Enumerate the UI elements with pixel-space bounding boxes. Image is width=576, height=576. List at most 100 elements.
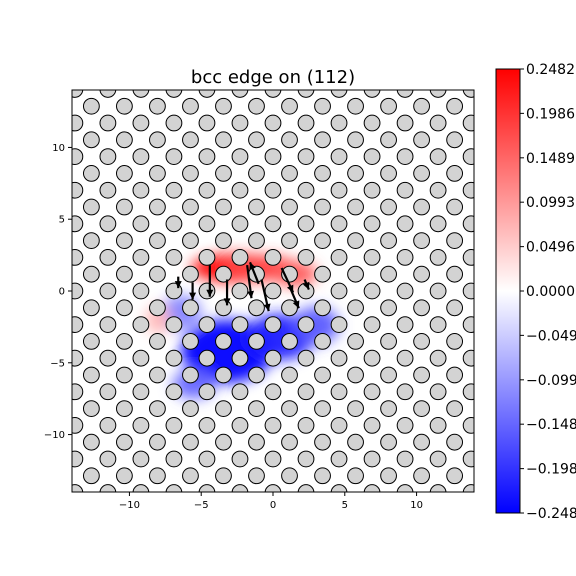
atom-173: [347, 366, 364, 384]
atom-45: [99, 316, 117, 333]
atom-164: [198, 215, 216, 233]
atom-154: [413, 467, 430, 485]
atom-273: [363, 215, 381, 233]
atom-310: [380, 131, 397, 149]
atom-166: [231, 249, 249, 266]
atom-226: [480, 434, 496, 450]
atom-187: [198, 181, 216, 199]
atom-161: [149, 165, 166, 182]
atom-4: [82, 467, 100, 485]
atom-28: [182, 467, 199, 485]
atom-90: [50, 166, 66, 182]
colorbar-ticks: 0.2482 0.1986 0.1489 0.0993 0.0496 0.0000 −0.0…: [520, 62, 576, 522]
atom-316: [480, 233, 496, 249]
displacement-arrow-1: [223, 279, 231, 306]
atom-255: [330, 215, 348, 233]
atom-111: [72, 148, 84, 166]
atom-254: [314, 198, 331, 216]
atom-100: [215, 332, 232, 350]
atom-19: [165, 484, 183, 492]
atom-216: [314, 265, 331, 283]
atom-291: [429, 249, 447, 266]
atom-308: [347, 97, 364, 115]
atom-229: [198, 114, 216, 132]
atom-181: [99, 90, 117, 98]
atom-271: [330, 181, 348, 199]
atom-239: [363, 282, 381, 300]
atom-304: [446, 232, 464, 250]
atom-56: [50, 233, 66, 249]
atom-118: [182, 265, 199, 283]
atom-218: [347, 299, 364, 317]
atom-246: [480, 401, 496, 417]
atom-230: [215, 131, 232, 149]
colorbar-tick-label-6: −0.049: [526, 328, 576, 344]
atom-318: [380, 97, 397, 115]
atom-69: [264, 450, 282, 468]
atom-24: [116, 400, 133, 417]
atom-196: [347, 332, 364, 350]
atom-324: [480, 199, 496, 215]
atom-55: [264, 484, 282, 492]
atom-243: [429, 349, 447, 367]
colorbar-tick-label-9: −0.198: [526, 462, 576, 478]
atom-258: [380, 265, 397, 283]
atom-325: [396, 90, 414, 98]
atom-257: [363, 249, 381, 266]
atom-177: [413, 433, 430, 451]
atom-layer: [50, 90, 496, 492]
atom-66: [215, 400, 232, 417]
atom-211: [231, 181, 249, 199]
atom-312: [413, 165, 430, 182]
atom-281: [264, 90, 282, 98]
displacement-arrows: [174, 261, 310, 312]
displacement-arrow-3: [260, 279, 271, 312]
atom-297: [330, 114, 348, 132]
atom-323: [462, 181, 474, 199]
atom-135: [99, 148, 117, 166]
atom-197: [363, 349, 381, 367]
atom-39: [198, 450, 216, 468]
atom-54: [248, 467, 265, 485]
atom-26: [149, 433, 166, 451]
atom-151: [363, 416, 381, 434]
atom-153: [396, 450, 414, 468]
atom-60: [116, 299, 133, 317]
atom-262: [446, 332, 464, 350]
atom-171: [314, 332, 331, 350]
atom-140: [182, 232, 199, 250]
atom-10: [116, 467, 133, 485]
atom-146: [281, 332, 298, 350]
atom-293: [462, 282, 474, 300]
atom-131: [396, 484, 414, 492]
atom-91: [72, 181, 84, 199]
atom-247: [198, 90, 216, 98]
atom-256: [347, 232, 364, 250]
atom-259: [396, 282, 414, 300]
atom-99: [198, 316, 216, 333]
atom-149: [330, 383, 348, 401]
atom-241: [396, 316, 414, 333]
colorbar-tick-label-5: 0.0000: [526, 284, 575, 300]
atom-228: [182, 97, 199, 115]
atom-92: [82, 198, 100, 216]
atom-109: [363, 484, 381, 492]
atom-73: [72, 215, 84, 233]
atom-68: [248, 433, 265, 451]
atom-284: [314, 131, 331, 149]
atom-212: [248, 198, 265, 216]
atom-283: [297, 114, 315, 132]
y-tick-label-1: −5: [50, 358, 65, 369]
atom-261: [429, 316, 447, 333]
y-tick-label-2: 0: [59, 287, 65, 298]
atom-175: [380, 400, 397, 417]
atom-302: [413, 198, 430, 216]
atom-263: [462, 349, 474, 367]
atom-301: [396, 181, 414, 199]
atom-104: [281, 400, 298, 417]
atom-21: [72, 349, 84, 367]
atom-117: [165, 249, 183, 266]
atom-81: [198, 349, 216, 367]
atom-57: [72, 249, 84, 266]
atom-98: [182, 299, 199, 317]
